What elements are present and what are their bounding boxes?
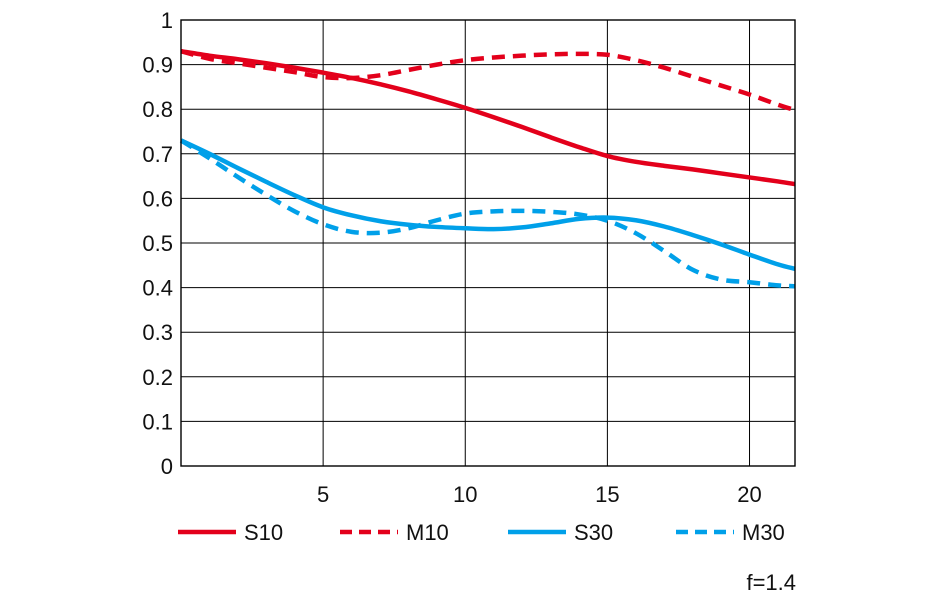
x-axis-ticks: 5 10 15 20 bbox=[317, 482, 762, 507]
series-line-m10 bbox=[180, 49, 796, 113]
y-tick-label: 0.6 bbox=[142, 186, 173, 211]
y-tick-label: 0.8 bbox=[142, 97, 173, 122]
x-tick-label: 10 bbox=[453, 482, 477, 507]
series-line-s30 bbox=[180, 138, 796, 272]
x-tick-label: 5 bbox=[317, 482, 329, 507]
x-tick-label: 20 bbox=[737, 482, 761, 507]
legend-label-s10: S10 bbox=[244, 520, 283, 545]
y-tick-label: 1 bbox=[161, 8, 173, 33]
y-tick-label: 0.1 bbox=[142, 409, 173, 434]
y-tick-label: 0.4 bbox=[142, 276, 173, 301]
y-tick-label: 0.5 bbox=[142, 231, 173, 256]
legend-label-s30: S30 bbox=[574, 520, 613, 545]
series-lines bbox=[179, 48, 796, 289]
y-tick-label: 0 bbox=[161, 454, 173, 479]
y-tick-label: 0.7 bbox=[142, 142, 173, 167]
y-axis-ticks: 0 0.1 0.2 0.3 0.4 0.5 0.6 0.7 0.8 0.9 1 bbox=[142, 8, 173, 479]
legend: S10 M10 S30 M30 bbox=[178, 520, 785, 545]
plot-frame bbox=[180, 19, 796, 467]
y-tick-label: 0.2 bbox=[142, 365, 173, 390]
legend-label-m30: M30 bbox=[742, 520, 785, 545]
y-tick-label: 0.9 bbox=[142, 53, 173, 78]
aperture-annotation: f=1.4 bbox=[746, 570, 796, 595]
legend-label-m10: M10 bbox=[406, 520, 449, 545]
y-tick-label: 0.3 bbox=[142, 320, 173, 345]
grid-lines bbox=[181, 19, 795, 467]
x-tick-label: 15 bbox=[595, 482, 619, 507]
series-line-s10 bbox=[180, 48, 796, 187]
series-line-m30 bbox=[179, 138, 796, 289]
